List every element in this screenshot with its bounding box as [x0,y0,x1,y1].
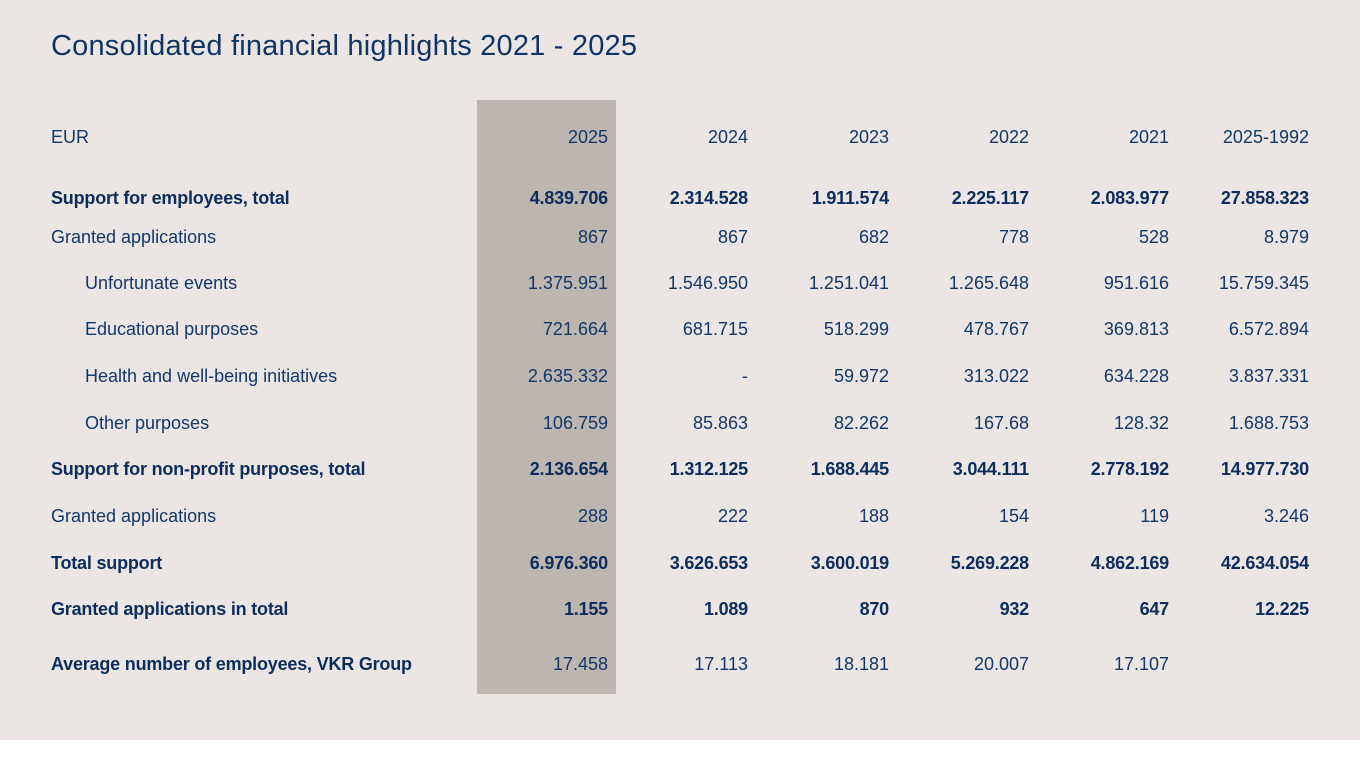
cell-value: 721.664 [542,319,608,339]
cell-value: 288 [577,506,608,526]
cell-value: 2.225.117 [951,188,1029,208]
cell-value: 18.181 [833,654,889,674]
cell-value: 3.246 [1263,506,1309,526]
cell-value: 167.68 [973,413,1029,433]
cell-value: 634.228 [1103,366,1169,386]
cell-value: 8.979 [1263,227,1309,247]
cell-value: 682 [858,227,889,247]
highlighted-column-2025 [477,100,616,694]
cell-value: 82.262 [833,413,889,433]
row-label: Granted applications in total [51,599,289,619]
cell-value: 20.007 [973,654,1029,674]
table-row: Educational purposes 721.664 681.715 518.29… [0,314,1360,344]
cell-value: 5.269.228 [950,553,1029,573]
cell-value: 17.458 [552,654,608,674]
cell-value: 119 [1140,506,1169,526]
table-row: Support for employees, total 4.839.706 2.3… [0,183,1360,213]
cell-value: 3.044.111 [952,459,1029,479]
cell-value: 6.976.360 [529,553,608,573]
cell-value: 647 [1139,599,1170,619]
cell-value: 12.225 [1255,599,1309,619]
cell-value: 85.863 [692,413,748,433]
cell-value: 59.972 [833,366,889,386]
column-header: 2023 [848,127,889,147]
cell-value: 681.715 [682,319,748,339]
cell-value: 867 [577,227,608,247]
cell-value: 188 [858,506,889,526]
cell-value: 106.759 [542,413,608,433]
cell-value: 2.778.192 [1090,459,1169,479]
cell-value: 1.546.950 [667,273,748,293]
cell-value: 17.113 [694,654,748,674]
cell-value: 42.634.054 [1220,553,1309,573]
cell-value: 3.600.019 [810,553,889,573]
cell-value: 3.837.331 [1228,366,1309,386]
row-label: Support for employees, total [51,188,290,208]
cell-value: 2.635.332 [527,366,608,386]
page-title: Consolidated financial highlights 2021 -… [51,30,638,62]
row-label: Unfortunate events [85,273,238,293]
cell-value: 951.616 [1103,273,1169,293]
cell-value: 932 [999,599,1030,619]
column-header: 2024 [707,127,748,147]
table-row: Health and well-being initiatives 2.635.3… [0,361,1360,391]
row-label: Educational purposes [85,319,259,339]
cell-value: 14.977.730 [1220,459,1309,479]
cell-value: 1.911.574 [811,188,889,208]
cell-value: 1.375.951 [527,273,608,293]
row-label: Support for non-profit purposes, total [51,459,366,479]
table-row: Average number of employees, VKR Group 17… [0,649,1360,679]
cell-value: 27.858.323 [1220,188,1309,208]
row-label: Health and well-being initiatives [85,366,338,386]
cell-value: 2.083.977 [1090,188,1169,208]
table-row: Other purposes 106.759 85.863 82.262 167.68 1… [0,408,1360,438]
table-row: Support for non-profit purposes, total 2.… [0,454,1360,484]
cell-value: 128.32 [1113,413,1169,433]
cell-value: 4.862.169 [1090,553,1169,573]
cell-value: 528 [1138,227,1169,247]
table-row: Total support 6.976.360 3.626.653 3.600.019… [0,548,1360,578]
table-row: Granted applications in total 1.155 1.089 8… [0,594,1360,624]
financial-highlights-table: EUR 2025 2024 2023 2022 2021 2025-1992 S… [0,122,1360,679]
unit-label: EUR [51,127,90,147]
cell-value: 15.759.345 [1218,273,1309,293]
cell-value: 870 [859,599,890,619]
cell-value: 4.839.706 [529,188,608,208]
row-label: Granted applications [51,506,217,526]
cell-value: 17.107 [1113,654,1169,674]
cell-value: - [742,366,748,386]
cell-value: 478.767 [963,319,1029,339]
row-label: Other purposes [85,413,210,433]
table-row: Granted applications 288 222 188 154 119 3.246 [0,501,1360,531]
cell-value: 778 [998,227,1029,247]
column-header: 2025 [567,127,608,147]
cell-value: 518.299 [823,319,889,339]
cell-value: 222 [717,506,748,526]
cell-value: 2.136.654 [529,459,608,479]
cell-value: 2.314.528 [669,188,748,208]
cell-value: 1.251.041 [808,273,889,293]
cell-value: 1.089 [703,599,748,619]
table-header-row: EUR 2025 2024 2023 2022 2021 2025-1992 [0,122,1360,152]
cell-value: 1.312.125 [669,459,748,479]
table-row: Unfortunate events 1.375.951 1.546.950 1.25… [0,268,1360,298]
cell-value: 1.265.648 [948,273,1029,293]
row-label: Total support [51,553,163,573]
content-panel: Consolidated financial highlights 2021 -… [0,0,1360,740]
column-header: 2021 [1128,127,1169,147]
cell-value: 313.022 [963,366,1029,386]
cell-value: 1.155 [563,599,608,619]
row-label: Average number of employees, VKR Group [51,654,412,674]
cell-value: 1.688.753 [1228,413,1309,433]
table-row: Granted applications 867 867 682 778 528 8.979 [0,222,1360,252]
column-header: 2025-1992 [1222,127,1309,147]
row-label: Granted applications [51,227,217,247]
cell-value: 1.688.445 [810,459,889,479]
cell-value: 369.813 [1103,319,1169,339]
cell-value: 867 [717,227,748,247]
column-header: 2022 [988,127,1029,147]
cell-value: 154 [998,506,1029,526]
cell-value: 6.572.894 [1228,319,1309,339]
cell-value: 3.626.653 [669,553,748,573]
